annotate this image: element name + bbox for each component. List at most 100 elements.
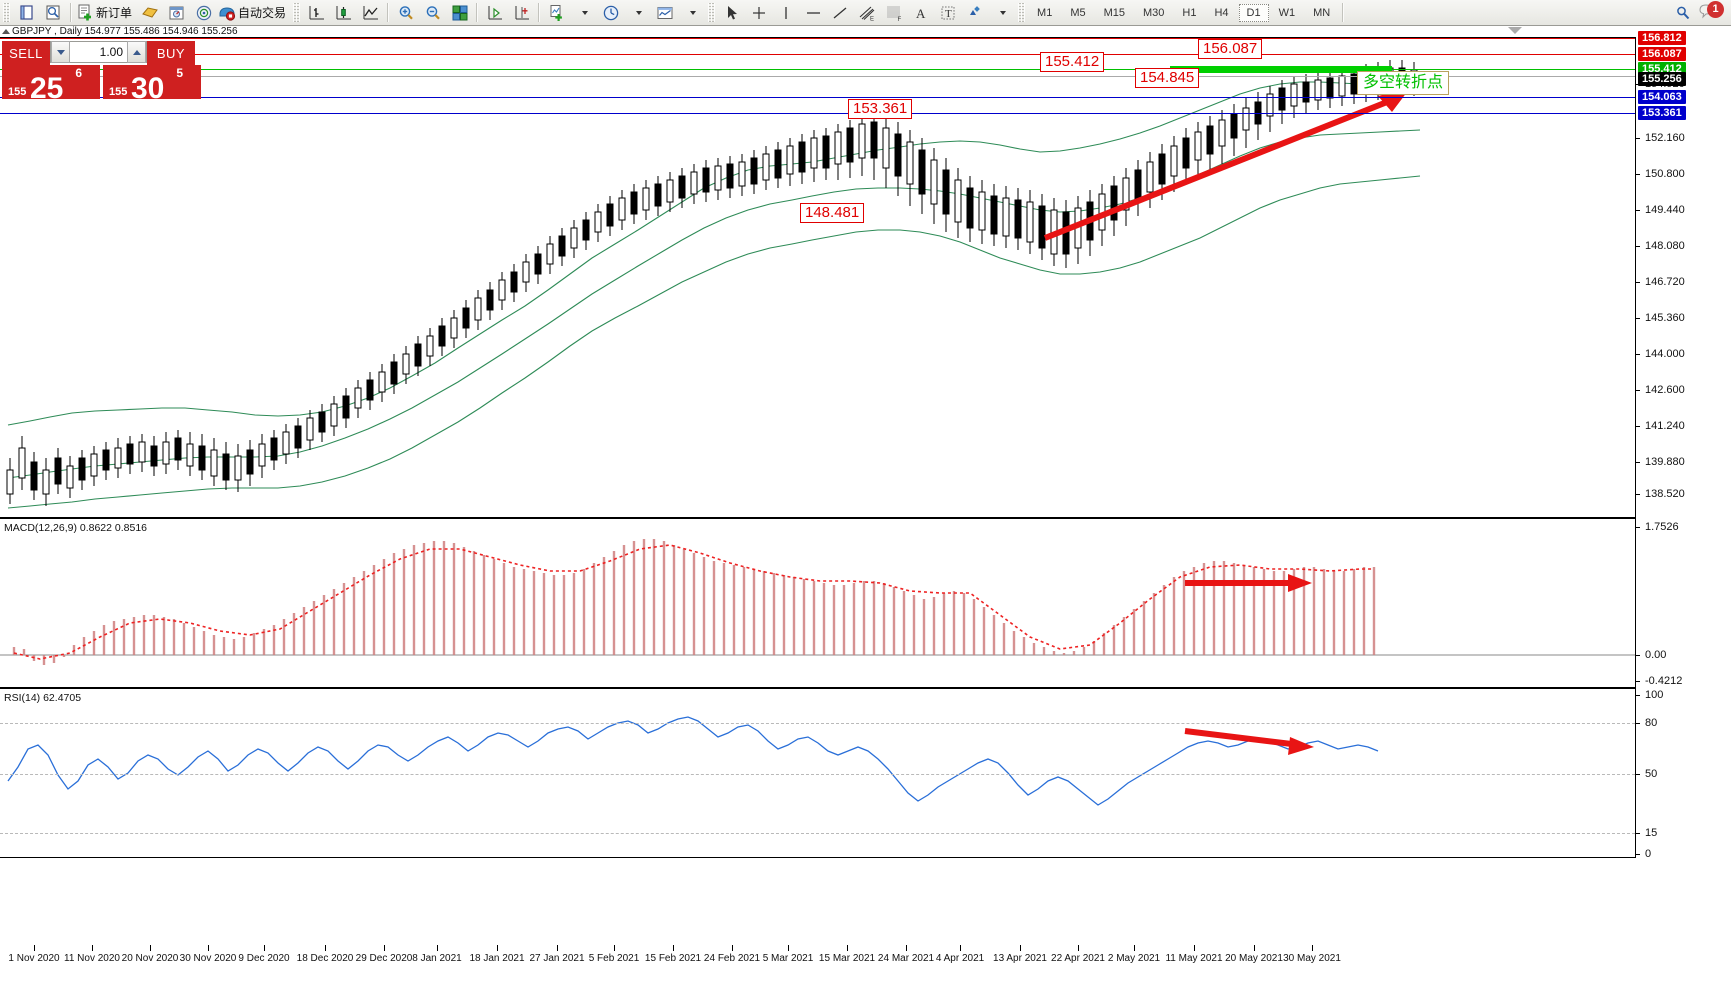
macd-label: MACD(12,26,9) 0.8622 0.8516 <box>4 522 148 534</box>
rsi-axis[interactable]: 100 80 50 15 0 <box>1635 688 1731 860</box>
price-tick-152-160: 152.160 <box>1636 132 1685 144</box>
bid-price-box[interactable]: 155 25 6 <box>2 65 100 104</box>
one-click-trading-panel[interactable]: SELL 1.00 BUY 155 25 6 155 30 5 <box>2 41 201 104</box>
templates-dropdown-icon[interactable] <box>678 2 705 24</box>
rsi-pane[interactable]: RSI(14) 62.4705 <box>0 688 1635 858</box>
timeframe-mn[interactable]: MN <box>1313 6 1331 19</box>
toolbar-grip-3[interactable] <box>708 3 716 22</box>
auto-scroll-icon[interactable] <box>481 2 508 24</box>
bar-chart-icon[interactable] <box>303 2 330 24</box>
level-line-155-412 <box>0 69 1635 70</box>
level-line-154-063 <box>0 97 1635 98</box>
volume-increase-button[interactable] <box>127 41 146 63</box>
callout-153-361[interactable]: 153.361 <box>848 99 913 119</box>
indicators-icon[interactable] <box>543 2 570 24</box>
bid-price-main: 25 <box>30 72 64 105</box>
signals-icon[interactable] <box>190 2 217 24</box>
toolbar-grip-2[interactable] <box>293 3 301 22</box>
timeframe-m30[interactable]: M30 <box>1143 6 1165 19</box>
price-tick-138-520: 138.520 <box>1636 488 1685 500</box>
alerts-icon[interactable]: 1 <box>1696 0 1724 24</box>
price-axis[interactable]: 154.920 152.160 150.800 149.440 148.080 … <box>1635 31 1731 518</box>
zoom-in-icon[interactable] <box>392 2 419 24</box>
price-pane[interactable] <box>0 37 1635 518</box>
ask-price-box[interactable]: 155 30 5 <box>103 65 201 104</box>
bid-price-point: 6 <box>75 66 82 80</box>
cursor-icon[interactable] <box>718 2 745 24</box>
timeframe-h1[interactable]: H1 <box>1182 6 1197 19</box>
price-tick-145-360: 145.360 <box>1636 312 1685 324</box>
callout-154-845[interactable]: 154.845 <box>1135 68 1200 88</box>
timeframe-h4[interactable]: H4 <box>1214 6 1229 19</box>
text-icon[interactable]: T <box>934 2 961 24</box>
macd-pane[interactable]: MACD(12,26,9) 0.8622 0.8516 <box>0 518 1635 688</box>
text-label-icon[interactable]: A <box>907 2 934 24</box>
templates-icon[interactable] <box>651 2 678 24</box>
chart-area[interactable]: MACD(12,26,9) 0.8622 0.8516 <box>0 31 1731 982</box>
volume-decrease-button[interactable] <box>51 41 70 63</box>
date-tick-5: 18 Dec 2020 <box>296 953 354 964</box>
date-tick-1: 11 Nov 2020 <box>64 953 120 964</box>
timeframe-d1[interactable]: D1 <box>1238 3 1269 22</box>
shapes-dropdown-icon[interactable] <box>988 2 1015 24</box>
buy-button[interactable]: BUY <box>147 41 195 65</box>
price-chart-svg <box>6 60 1421 509</box>
timeframe-w1[interactable]: W1 <box>1278 6 1296 19</box>
equidistant-channel-icon[interactable]: E <box>853 2 880 24</box>
new-order-button[interactable]: 新订单 <box>75 2 136 24</box>
sell-button[interactable]: SELL <box>2 41 50 65</box>
date-tick-16: 4 Apr 2021 <box>935 953 985 964</box>
macd-tick-min: -0.4212 <box>1636 675 1682 687</box>
toolbar-grip-4[interactable] <box>1018 3 1026 22</box>
market-watch-icon[interactable] <box>40 2 67 24</box>
crosshair-icon[interactable] <box>745 2 772 24</box>
horizontal-line-icon[interactable] <box>799 2 826 24</box>
fibonacci-icon[interactable]: F <box>880 2 907 24</box>
rsi-chart-svg <box>7 716 1379 806</box>
rsi-tick-80: 80 <box>1636 717 1657 729</box>
trendline-icon[interactable] <box>826 2 853 24</box>
macd-axis[interactable]: 1.7526 0.00 -0.4212 <box>1635 518 1731 688</box>
price-tick-144-000: 144.000 <box>1636 348 1685 360</box>
timeframe-m5[interactable]: M5 <box>1070 6 1086 19</box>
chart-shift-icon[interactable] <box>508 2 535 24</box>
toolbar-separator-5 <box>1342 3 1345 22</box>
candlestick-chart-icon[interactable] <box>330 2 357 24</box>
indicators-dropdown-icon[interactable] <box>570 2 597 24</box>
volume-input[interactable]: 1.00 <box>50 41 147 63</box>
periods-icon[interactable] <box>597 2 624 24</box>
date-tick-3: 30 Nov 2020 <box>179 953 237 964</box>
symbol-info-bar: GBPJPY , Daily 154.977 155.486 154.946 1… <box>12 26 238 37</box>
panel-collapse-icon[interactable] <box>1508 27 1522 34</box>
tile-windows-icon[interactable] <box>446 2 473 24</box>
timeframe-m15[interactable]: M15 <box>1103 6 1125 19</box>
navigator-icon[interactable] <box>163 2 190 24</box>
callout-148-481[interactable]: 148.481 <box>800 203 865 223</box>
volume-value[interactable]: 1.00 <box>99 45 123 59</box>
level-line-156-087 <box>0 54 1635 55</box>
ask-price-point: 5 <box>176 66 183 80</box>
shapes-icon[interactable] <box>961 2 988 24</box>
callout-155-412[interactable]: 155.412 <box>1040 52 1105 72</box>
terminal-icon[interactable] <box>13 2 40 24</box>
date-axis[interactable]: 1 Nov 2020 11 Nov 2020 20 Nov 2020 30 No… <box>0 945 1731 982</box>
auto-trading-button[interactable]: 自动交易 <box>217 2 290 24</box>
collapse-triangle-icon[interactable] <box>2 29 10 34</box>
octp-price-row: 155 25 6 155 30 5 <box>2 65 201 104</box>
timeframe-m1[interactable]: M1 <box>1037 6 1053 19</box>
turning-point-note[interactable]: 多空转折点 <box>1357 71 1450 95</box>
toolbar-grip[interactable] <box>3 3 10 22</box>
rsi-tick-50: 50 <box>1636 768 1657 780</box>
vertical-line-icon[interactable] <box>772 2 799 24</box>
search-icon[interactable] <box>1669 2 1696 24</box>
date-tick-6: 29 Dec 2020 <box>355 953 413 964</box>
callout-156-087[interactable]: 156.087 <box>1198 39 1263 59</box>
zoom-out-icon[interactable] <box>419 2 446 24</box>
data-window-icon[interactable] <box>136 2 163 24</box>
price-tick-150-800: 150.800 <box>1636 168 1685 180</box>
date-tick-7: 8 Jan 2021 <box>412 953 462 964</box>
date-tick-2: 20 Nov 2020 <box>121 953 179 964</box>
periods-dropdown-icon[interactable] <box>624 2 651 24</box>
line-chart-icon[interactable] <box>357 2 384 24</box>
